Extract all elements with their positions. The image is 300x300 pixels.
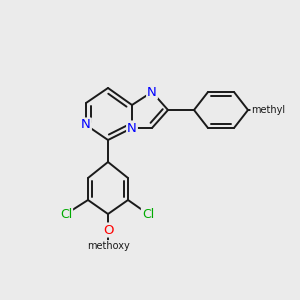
Text: methyl: methyl — [251, 105, 285, 115]
Text: methoxy: methoxy — [87, 241, 129, 251]
Text: N: N — [147, 85, 157, 98]
Text: N: N — [81, 118, 91, 131]
Text: Cl: Cl — [60, 208, 72, 220]
Text: O: O — [103, 224, 113, 236]
Text: N: N — [127, 122, 137, 134]
Text: Cl: Cl — [142, 208, 154, 220]
Text: methoxy: methoxy — [87, 241, 129, 251]
